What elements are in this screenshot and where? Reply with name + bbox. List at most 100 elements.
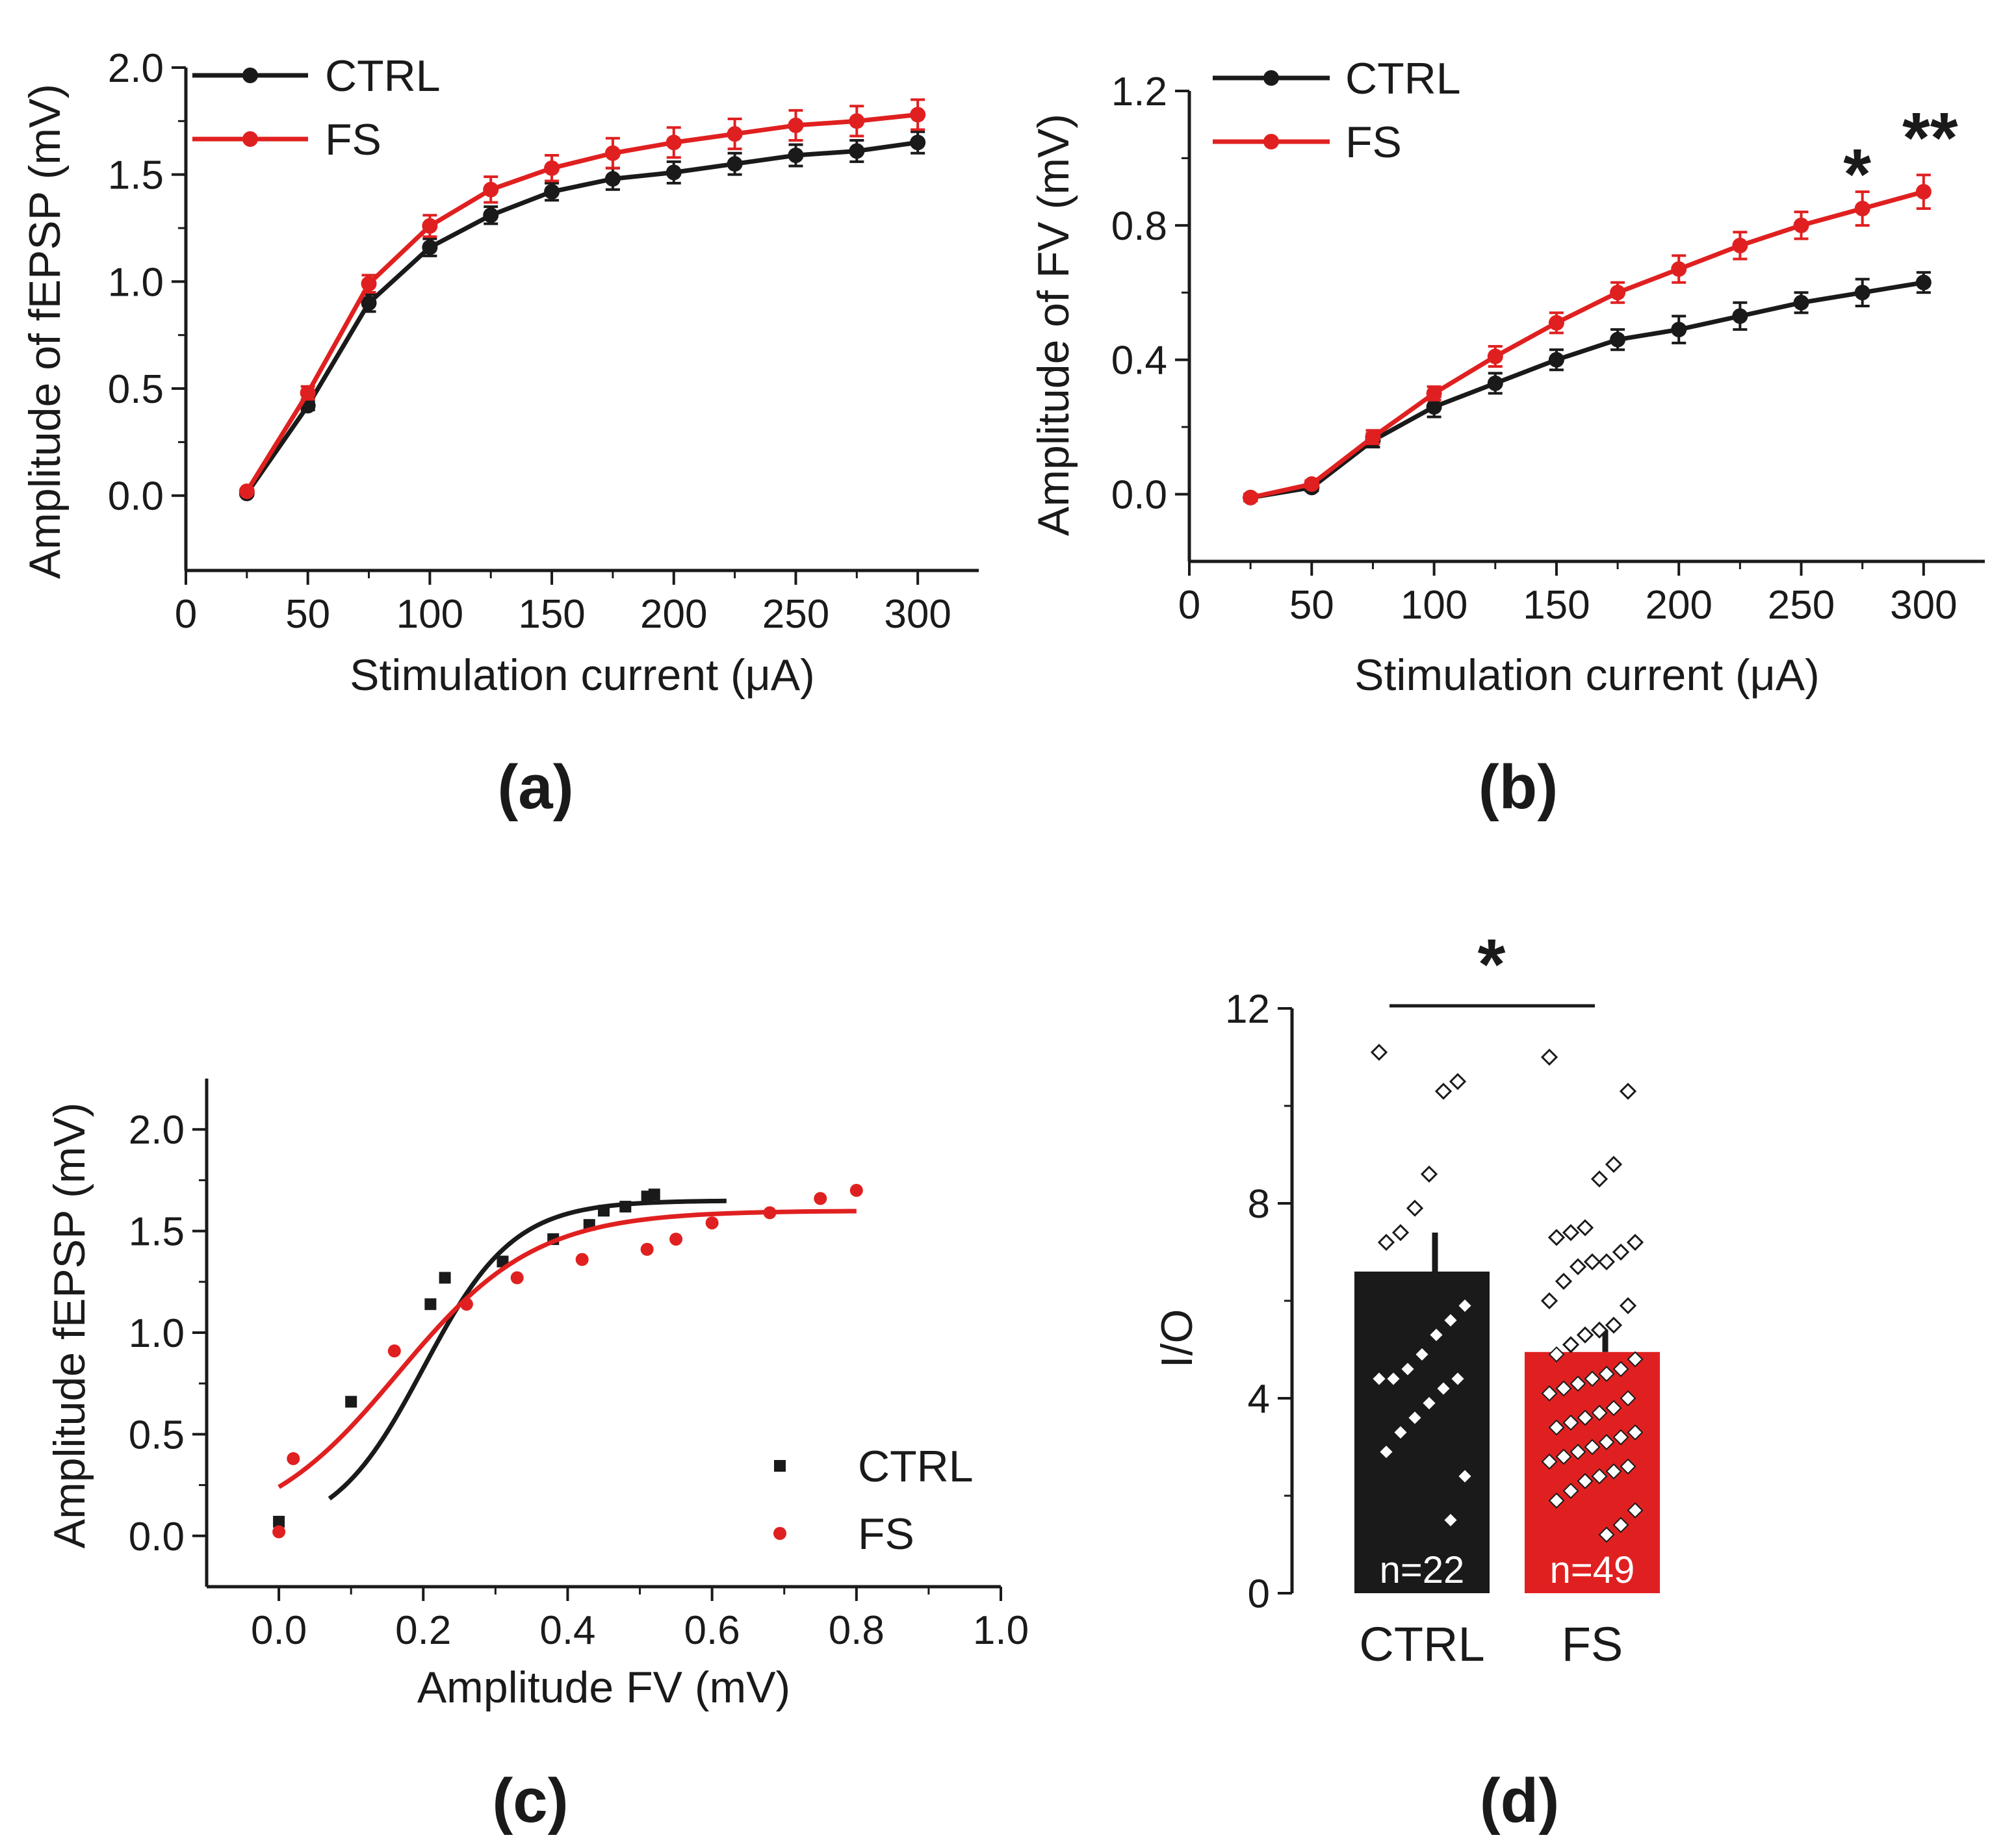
panel-d-data-point-fs [1620,1458,1636,1475]
panel-a-ctrl-point [910,134,926,151]
panel-a-y-tick-label: 0.0 [108,474,164,519]
panel-d-data-point-fs [1590,1321,1609,1339]
panel-d-data-point-fs [1605,1316,1623,1334]
panel-a-ctrl-point [604,171,621,187]
panel-c-ctrl-point [424,1298,437,1311]
panel-b-fs-point [1610,285,1626,301]
panel-b-fs-point [1304,476,1320,493]
panel-b-y-tick-label: 0.4 [1111,339,1167,383]
panel-d-data-point-fs [1569,1258,1587,1275]
panel-b-x-tick-label: 250 [1768,583,1835,628]
panel-c-y-tick-label: 2.0 [129,1108,185,1153]
panel-d-data-point-fs [1598,1366,1615,1382]
panel-c-legend-marker-ctrl [774,1460,786,1472]
panel-c-y-axis-title: Amplitude fEPSP (mV) [45,1103,94,1549]
panel-d-data-point-fs [1626,1233,1644,1251]
panel-d-data-point-fs [1619,1082,1637,1100]
panel-a-fs-line [244,112,918,493]
panel-d-y-tick-label: 8 [1248,1182,1270,1227]
panel-c-fs-fit-curve [278,1209,857,1489]
panel-b-x-tick-label: 100 [1401,583,1467,628]
panel-d-data-point-ctrl [1378,1444,1395,1460]
panel-c-ctrl-point [273,1515,285,1528]
panel-d-data-point-fs [1562,1415,1579,1431]
panel-d-data-point-fs [1591,1468,1608,1485]
panel-d-data-point-fs [1562,1483,1579,1499]
panel-b-fs-point [1671,261,1687,277]
panel-c-y-tick-label: 1.5 [129,1210,185,1255]
panel-d-data-point-fs [1577,1473,1594,1489]
panel-d-data-point-fs [1555,1380,1572,1397]
panel-d-data-point-fs [1591,1405,1608,1421]
panel-a-ctrl-point [666,164,682,181]
panel-a-x-tick-label: 200 [640,592,707,637]
panel-b-ctrl-point [1915,274,1932,290]
panel-a-fs-point [239,483,255,500]
panel-d-data-point-fs [1562,1336,1580,1353]
panel-a-ctrl-point [422,239,438,255]
panel-a-ctrl-point [788,147,804,164]
panel-b-ctrl-point [1854,285,1870,301]
panel-d-data-point-ctrl [1428,1327,1445,1343]
panel-d-data-point-fs [1570,1376,1586,1392]
panel-b-fs-point [1243,489,1259,506]
panel-c-fs-point [387,1344,401,1358]
panel-b-ctrl-point [1487,375,1503,391]
panel-b-significance-marker: * [1843,134,1871,214]
panel-d-data-point-fs [1605,1155,1623,1173]
panel-b-x-tick-label: 0 [1178,583,1200,628]
panel-c-ctrl-point [619,1201,632,1213]
panel-a-fs-point [849,113,865,129]
panel-d-data-point-fs [1583,1253,1601,1271]
panel-b-x-tick-label: 150 [1523,583,1590,628]
panel-a-x-tick-label: 50 [285,592,330,637]
panel-a-y-axis-title: Amplitude of fEPSP (mV) [20,84,70,579]
panel-d-data-point-fs [1620,1390,1636,1407]
panel-b-legend-marker-fs [1263,134,1279,149]
panel-d-data-point-ctrl [1385,1370,1402,1387]
panel-c-legend-marker-fs [773,1527,786,1540]
panel-d-data-point-ctrl [1391,1223,1410,1242]
panel-d-data-point-fs [1540,1048,1558,1066]
panel-d-data-point-fs [1605,1400,1622,1416]
panel-a-y-tick-label: 1.0 [108,260,164,305]
panel-d-n-label-fs: n=49 [1550,1549,1635,1591]
panel-d-data-point-fs [1612,1243,1630,1261]
panel-d-data-point-ctrl [1434,1082,1453,1100]
panel-d-bar-chart: 0 4 8 12 I/O n=22 CTRL n=49 FS * (d) [1152,925,1660,1836]
panel-d-data-point-ctrl [1442,1312,1459,1329]
panel-d-data-point-fs [1548,1492,1565,1509]
panel-a-x-tick-label: 150 [518,592,585,637]
panel-d-data-point-fs [1541,1385,1558,1402]
panel-a-y-tick-label: 2.0 [108,46,164,91]
panel-d-data-point-fs [1555,1448,1572,1465]
panel-b-y-tick-label: 0.8 [1111,204,1167,249]
panel-c-ctrl-point [648,1188,660,1201]
panel-b-fs-point [1426,385,1442,402]
panel-a-y-tick-label: 0.5 [108,367,164,412]
panel-a-x-tick-label: 250 [762,592,829,637]
panel-d-y-tick-label: 12 [1225,987,1270,1032]
panel-d-data-point-fs [1576,1326,1594,1344]
panel-c-x-tick-label: 0.4 [539,1608,595,1653]
panel-b-x-tick-label: 300 [1890,583,1957,628]
panel-b-fs-point [1732,237,1748,253]
panel-c-y-tick-label: 0.0 [129,1515,185,1559]
panel-d-data-point-fs [1548,1346,1565,1363]
panel-a-legend-label-ctrl: CTRL [325,51,441,101]
panel-a-panel-label: (a) [497,752,573,822]
panel-d-data-point-ctrl [1456,1468,1473,1485]
panel-d-data-point-fs [1562,1223,1580,1242]
panel-c-fs-point [510,1271,524,1285]
panel-a-ctrl-point [544,184,560,200]
panel-d-data-point-ctrl [1414,1346,1430,1363]
panel-d-n-label-ctrl: n=22 [1380,1549,1465,1591]
panel-d-significance-marker: * [1478,925,1506,1005]
panel-b-legend-label-fs: FS [1345,118,1402,167]
panel-a-line-chart: 0 50 100 150 200 250 300 0.0 0.5 1.0 1.5 2.0 Stimula… [20,46,979,822]
panel-d-data-point-fs [1605,1463,1622,1479]
panel-c-fs-point [814,1192,827,1205]
panel-c-x-tick-label: 1.0 [973,1608,1029,1653]
panel-d-data-point-fs [1555,1272,1573,1290]
